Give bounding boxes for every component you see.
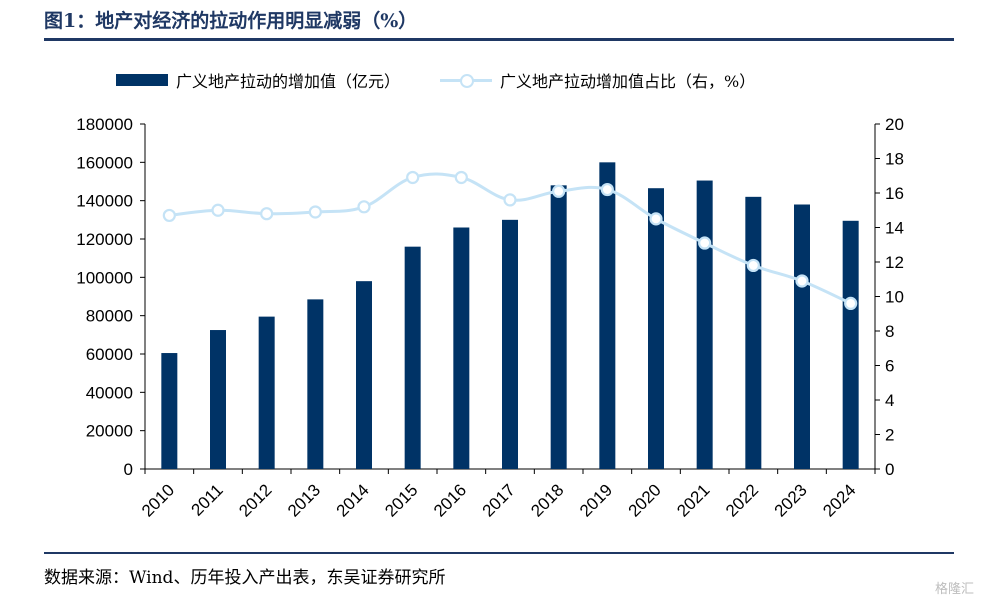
chart-axes: 0 20000 40000 60000 80000 100000 120000 140000 1… <box>76 115 904 479</box>
bar-series <box>161 162 859 470</box>
y-tick-label-right: 0 <box>885 460 894 479</box>
y-tick-label-right: 16 <box>885 184 904 203</box>
line-point <box>454 170 468 185</box>
line-point <box>552 184 566 198</box>
y-tick-label-right: 6 <box>885 357 894 376</box>
bar <box>502 219 518 469</box>
line-point <box>308 205 322 219</box>
x-tick-label: 2018 <box>527 480 567 520</box>
bar <box>161 353 178 469</box>
legend-line-swatch <box>440 74 493 88</box>
line-point <box>357 200 371 214</box>
y-tick-label-left: 40000 <box>86 383 133 402</box>
x-tick-label: 2014 <box>333 480 373 520</box>
line-point <box>795 274 809 288</box>
y-tick-label-right: 8 <box>885 322 894 341</box>
y-tick-label-left: 120000 <box>76 230 133 249</box>
x-tick-label: 2020 <box>625 480 665 520</box>
x-tick-label: 2023 <box>771 480 811 520</box>
line-series <box>162 170 858 310</box>
x-tick-label: 2019 <box>576 480 616 520</box>
y-tick-label-right: 12 <box>885 253 904 272</box>
bar <box>794 204 810 469</box>
y-tick-label-left: 100000 <box>76 268 133 287</box>
line-point <box>503 193 517 207</box>
y-tick-label-left: 140000 <box>76 192 133 211</box>
bar <box>210 330 226 469</box>
x-tick-label: 2013 <box>284 480 324 520</box>
y-tick-label-right: 14 <box>885 219 904 238</box>
x-tick-label: 2017 <box>479 480 519 520</box>
y-tick-label-left: 180000 <box>76 115 133 134</box>
line-point <box>211 203 225 217</box>
line-point <box>406 170 420 185</box>
y-tick-label-left: 80000 <box>86 307 133 326</box>
x-tick-label: 2011 <box>188 480 227 519</box>
y-tick-label-left: 0 <box>124 460 133 479</box>
bar <box>696 180 713 469</box>
line-point <box>649 212 663 226</box>
bar <box>648 188 664 470</box>
legend-line-label: 广义地产拉动增加值占比（右，%） <box>500 72 756 91</box>
bar <box>745 196 762 470</box>
x-tick-label: 2024 <box>819 480 859 520</box>
y-tick-label-right: 18 <box>885 150 904 169</box>
y-tick-label-right: 4 <box>885 391 894 410</box>
legend-bar-label: 广义地产拉动的增加值（亿元） <box>176 72 401 91</box>
bar <box>599 162 616 470</box>
figure-title: 图1：地产对经济的拉动作用明显减弱（%） <box>44 10 418 32</box>
x-tick-label: 2016 <box>430 480 470 520</box>
line-point <box>260 207 274 221</box>
line-point <box>600 182 614 197</box>
y-tick-label-right: 2 <box>885 426 894 445</box>
title-rule <box>44 38 954 41</box>
line-point <box>746 258 760 273</box>
x-tick-labels: 2010 2011 2012 2013 2014 2015 2016 2017 2018 2019… <box>138 469 876 521</box>
x-tick-label: 2022 <box>722 480 762 520</box>
bar <box>550 185 567 470</box>
line-point <box>844 296 858 310</box>
x-tick-label: 2015 <box>381 480 421 520</box>
y-tick-label-left: 20000 <box>86 422 133 441</box>
source-note: 数据来源：Wind、历年投入产出表，东吴证券研究所 <box>44 568 446 588</box>
bar <box>307 299 324 469</box>
y-tick-label-right: 20 <box>885 115 904 134</box>
bar <box>356 281 372 469</box>
chart-legend: 广义地产拉动的增加值（亿元） 广义地产拉动增加值占比（右，%） <box>116 68 795 92</box>
legend-item-bars: 广义地产拉动的增加值（亿元） <box>116 68 400 92</box>
source-rule <box>44 552 954 554</box>
y-tick-label-left: 60000 <box>86 345 133 364</box>
x-tick-label: 2010 <box>138 480 178 520</box>
line-point <box>162 208 176 223</box>
legend-bar-swatch <box>116 74 168 86</box>
y-tick-label-left: 160000 <box>76 153 133 172</box>
bar <box>842 220 859 469</box>
x-tick-label: 2012 <box>235 480 275 520</box>
bar <box>453 227 470 469</box>
bar <box>404 246 421 469</box>
watermark-logo: 格隆汇 <box>934 582 974 597</box>
legend-item-line: 广义地产拉动增加值占比（右，%） <box>440 68 755 92</box>
x-tick-label: 2021 <box>673 480 713 520</box>
line-point <box>698 236 712 250</box>
y-tick-label-right: 10 <box>885 288 904 307</box>
bar <box>258 316 275 469</box>
